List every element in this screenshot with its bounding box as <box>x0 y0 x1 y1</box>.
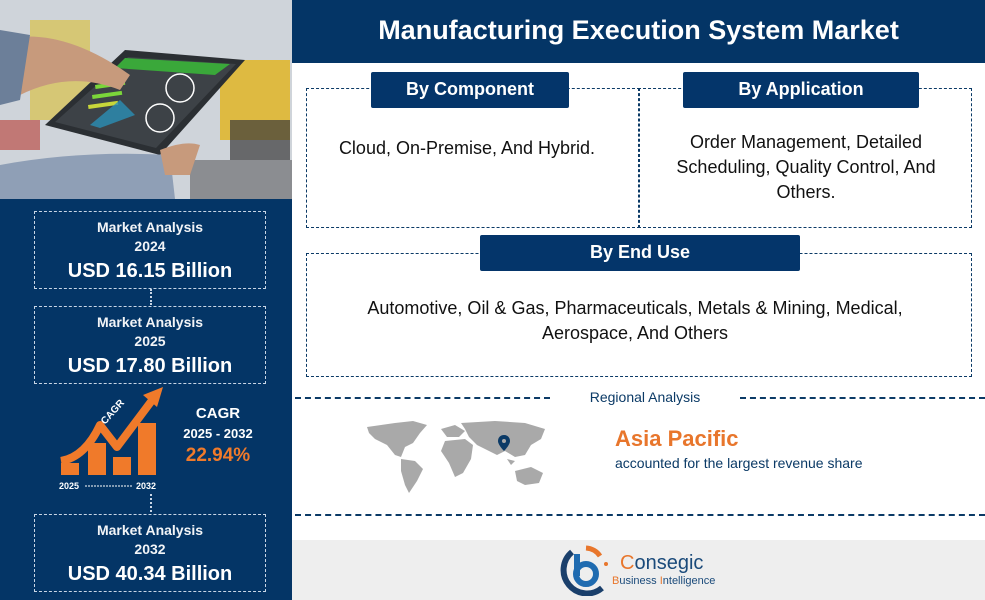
cagr-growth-chart-icon: CAGR 2025 2032 <box>59 387 163 491</box>
connector-line <box>150 289 152 305</box>
by-component-label: By Component <box>371 72 569 108</box>
region-description: accounted for the largest revenue share <box>615 455 863 471</box>
connector-line <box>150 494 152 512</box>
cagr-graphic-label: CAGR <box>99 397 127 427</box>
cagr-period: 2025 - 2032 <box>183 426 253 441</box>
by-end-use-label: By End Use <box>480 235 800 271</box>
divider <box>295 397 550 399</box>
consegic-logo-icon <box>560 545 608 596</box>
market-value: USD 16.15 Billion <box>67 260 233 282</box>
market-year: 2032 <box>134 541 166 557</box>
hero-photo <box>0 0 292 199</box>
cagr-summary: CAGR 2025 - 2032 22.94% <box>168 405 268 467</box>
tablet-photo-illustration <box>0 0 292 199</box>
market-value: USD 17.80 Billion <box>67 355 233 377</box>
footer <box>292 540 985 600</box>
market-year: 2024 <box>134 238 166 254</box>
brand-tagline: Business Intelligence <box>612 575 716 587</box>
end-use-text: Automotive, Oil & Gas, Pharmaceuticals, … <box>367 298 903 343</box>
market-label: Market Analysis <box>96 314 204 330</box>
brand-name: Consegic <box>620 552 704 574</box>
component-text: Cloud, On-Premise, And Hybrid. <box>338 138 596 158</box>
divider <box>740 397 985 399</box>
market-2032-box: Market Analysis 2032 USD 40.34 Billion <box>34 514 266 592</box>
world-map-icon <box>367 421 545 493</box>
cagr-title: CAGR <box>195 405 241 422</box>
market-2025-box: Market Analysis 2025 USD 17.80 Billion <box>34 306 266 384</box>
page-title: Manufacturing Execution System Market <box>292 0 985 63</box>
market-2024-box: Market Analysis 2024 USD 16.15 Billion <box>34 211 266 289</box>
divider <box>295 514 985 516</box>
cagr-value: 22.94% <box>185 445 251 466</box>
market-label: Market Analysis <box>96 219 204 235</box>
region-name: Asia Pacific <box>615 426 739 451</box>
left-panel: Market Analysis 2024 USD 16.15 Billion M… <box>0 0 292 600</box>
regional-analysis-title: Regional Analysis <box>589 389 701 405</box>
svg-text:2032: 2032 <box>136 481 156 491</box>
by-application-label: By Application <box>683 72 919 108</box>
svg-text:2025: 2025 <box>59 481 79 491</box>
market-year: 2025 <box>134 333 166 349</box>
application-text: Order Management, Detailed Scheduling, Q… <box>676 132 936 202</box>
market-label: Market Analysis <box>96 522 204 538</box>
market-value: USD 40.34 Billion <box>67 563 233 585</box>
